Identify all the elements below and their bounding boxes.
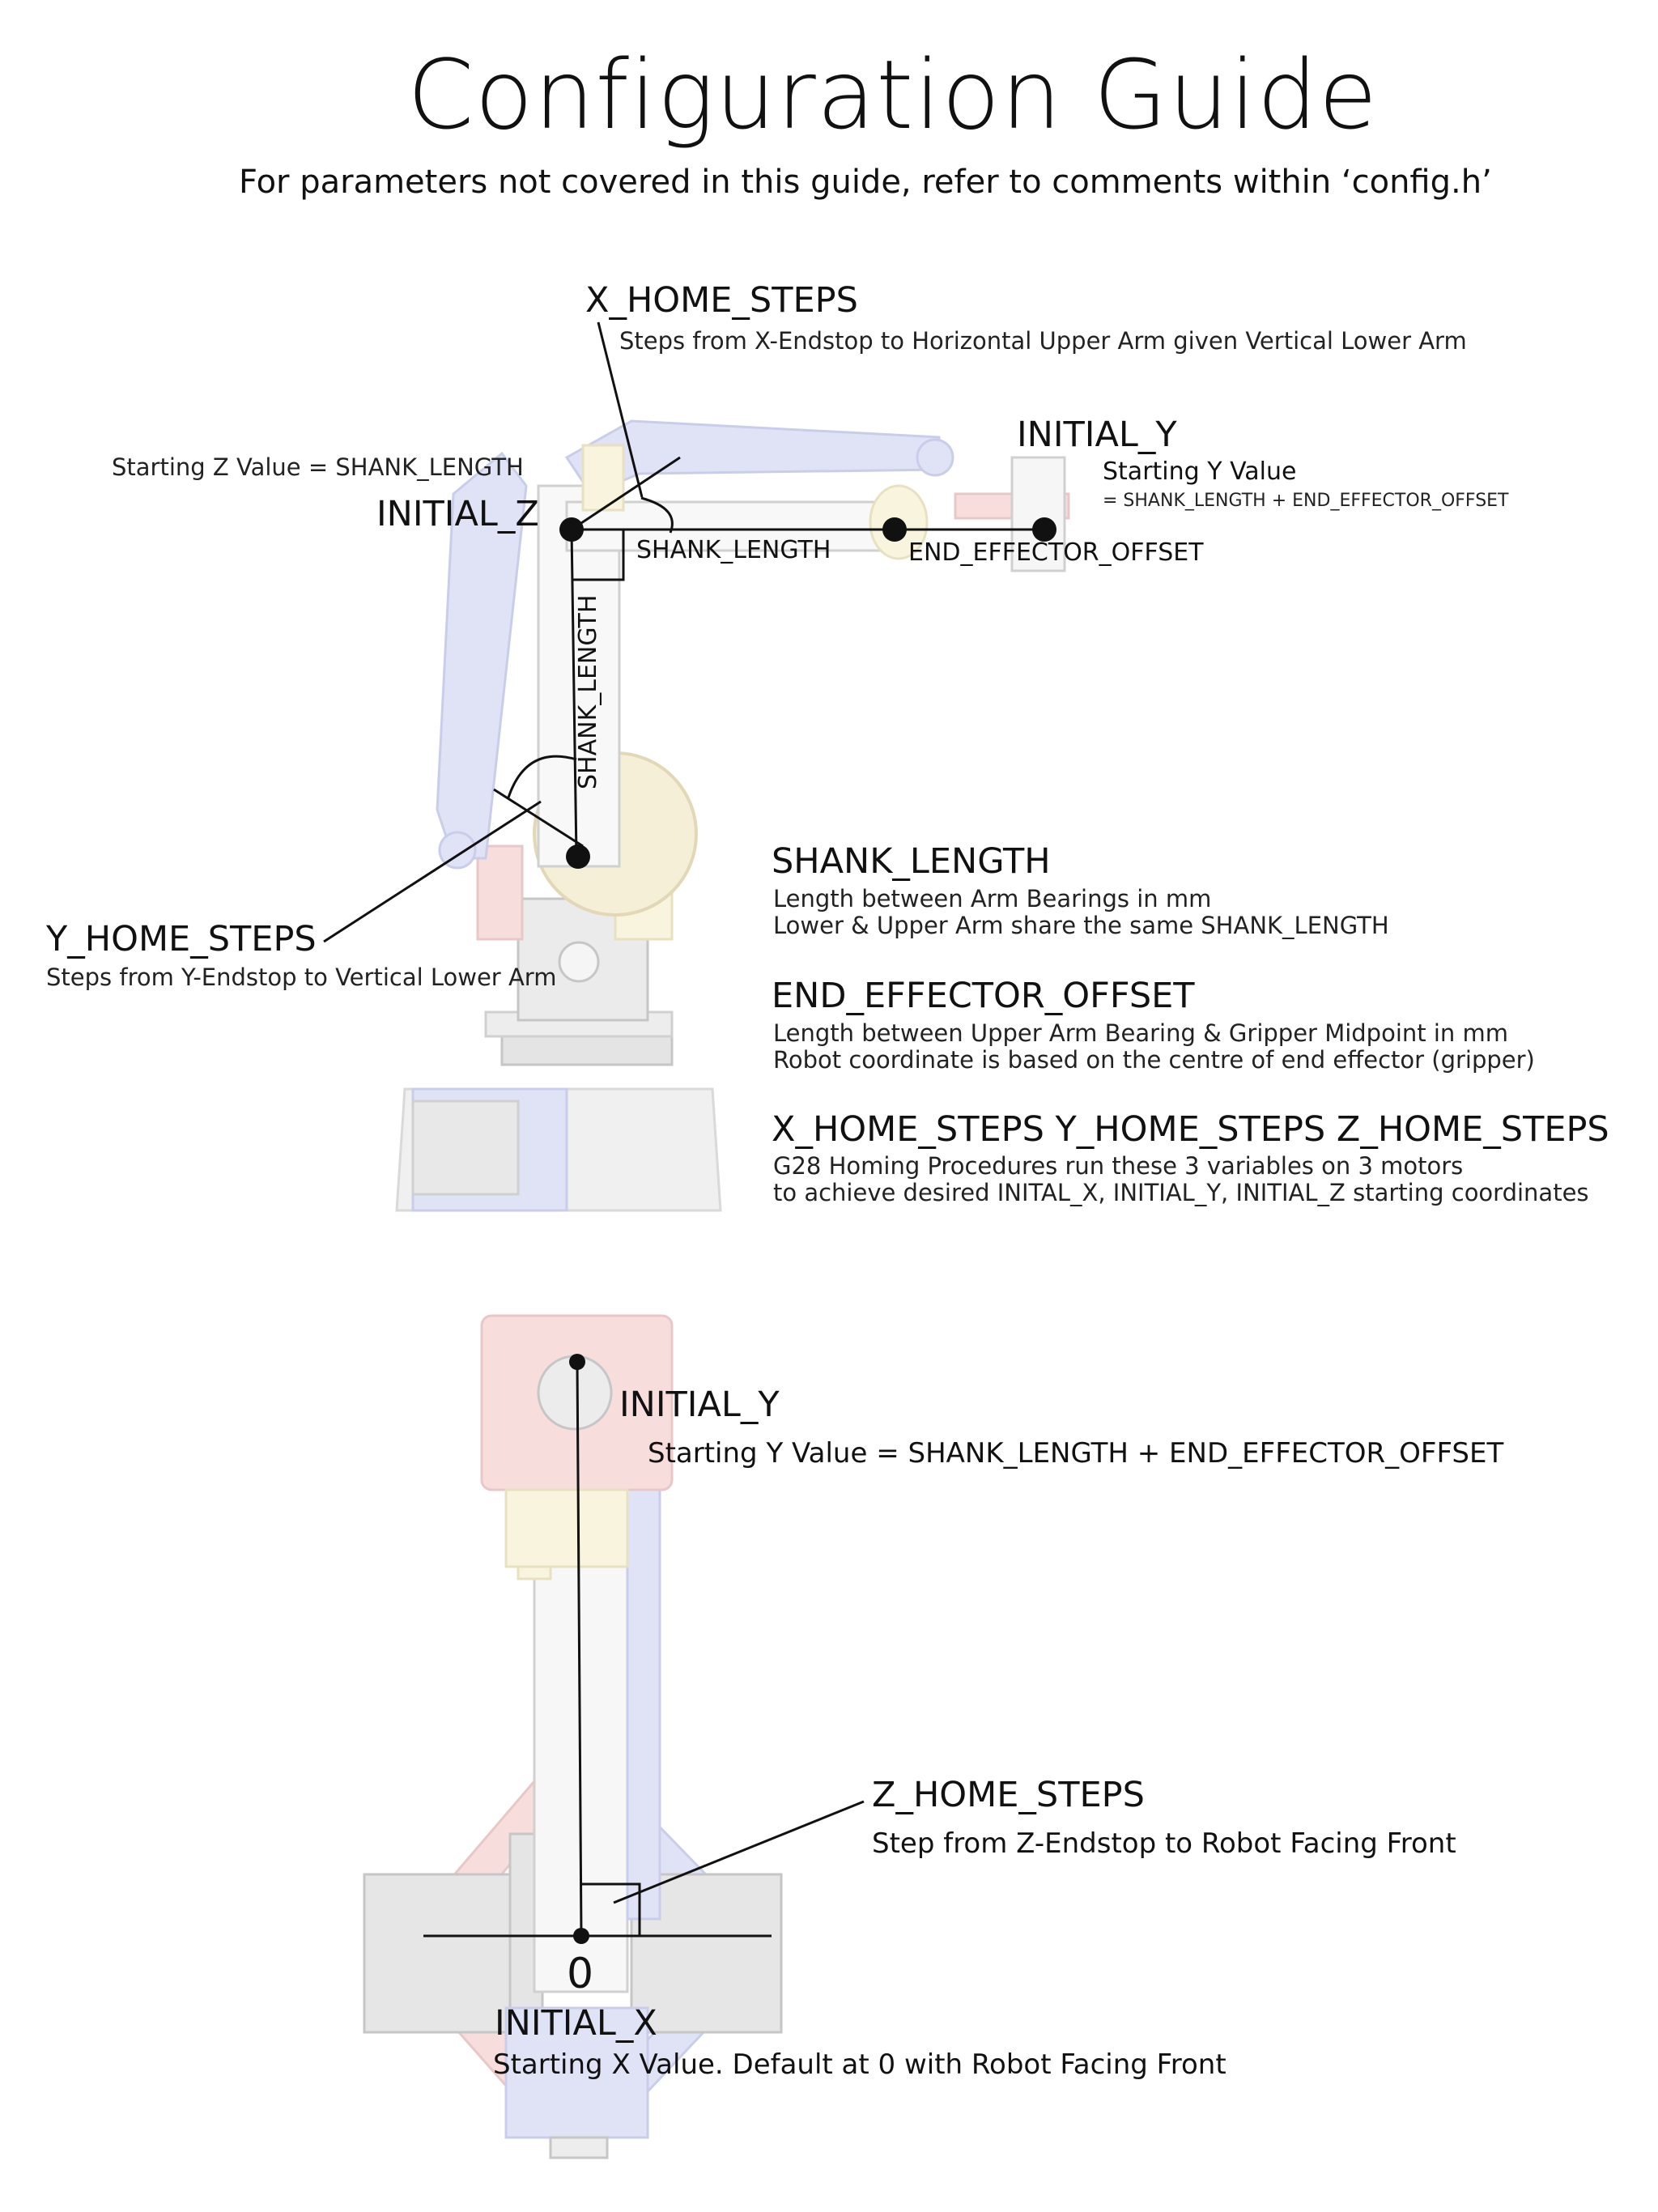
robot-side-view-background [395, 419, 1070, 1212]
definition-offset-line1: Length between Upper Arm Bearing & Gripp… [773, 1019, 1509, 1047]
initial-y-side-desc: Starting Y Value [1103, 457, 1297, 486]
gripper-body [1010, 456, 1066, 572]
base-left-motor [411, 1100, 520, 1196]
blue-base-front [504, 2006, 649, 2139]
side-view-joints [559, 517, 1056, 869]
definition-offset-line2: Robot coordinate is based on the centre … [773, 1046, 1535, 1074]
center-motor-shaft [558, 941, 600, 983]
definition-shank-line1: Length between Arm Bearings in mm [773, 885, 1212, 912]
gripper-yellow-side [504, 1488, 629, 1568]
initial-y-side-label: INITIAL_Y [1017, 415, 1177, 455]
initial-y-top-label: INITIAL_Y [619, 1385, 780, 1425]
turntable-gear [500, 1031, 674, 1066]
top-view-joints [569, 1354, 589, 1944]
starting-z-label: Starting Z Value = SHANK_LENGTH [112, 453, 524, 481]
red-side-block [476, 844, 524, 941]
initial-y-top-point [569, 1354, 585, 1370]
origin-zero-label: 0 [567, 1950, 594, 1998]
blue-column-strip [626, 1431, 661, 1921]
z-home-steps-desc: Step from Z-Endstop to Robot Facing Fron… [872, 1827, 1456, 1860]
x-home-angle-line [571, 456, 681, 531]
x-home-leader [597, 321, 644, 498]
wrist-joint [882, 517, 907, 542]
page-title: Configuration Guide [407, 39, 1379, 151]
lower-arm-line [570, 529, 578, 857]
y-home-steps-desc: Steps from Y-Endstop to Vertical Lower A… [46, 963, 557, 991]
z-home-steps-label: Z_HOME_STEPS [872, 1775, 1145, 1815]
y-axis-line [576, 1361, 583, 1937]
z-home-leader [613, 1800, 865, 1904]
origin-point [573, 1928, 589, 1944]
definition-homing-heading: X_HOME_STEPS Y_HOME_STEPS Z_HOME_STEPS [772, 1109, 1609, 1150]
initial-x-label: INITIAL_X [495, 2003, 657, 2044]
end-effector-point [1032, 517, 1056, 542]
y-home-angle-line [493, 788, 584, 848]
x-home-steps-label: X_HOME_STEPS [585, 280, 858, 321]
initial-z-label: INITIAL_Z [376, 494, 539, 534]
top-view-annotation-lines [423, 1361, 865, 1938]
x-home-steps-desc: Steps from X-Endstop to Horizontal Upper… [619, 327, 1467, 355]
initial-y-top-desc: Starting Y Value = SHANK_LENGTH + END_EF… [648, 1437, 1504, 1470]
base-joint [566, 844, 590, 869]
page-subtitle: For parameters not covered in this guide… [239, 164, 1492, 201]
y-home-leader [323, 800, 542, 943]
end-effector-offset-label: END_EFFECTOR_OFFSET [908, 538, 1204, 567]
left-base-motor [363, 1873, 516, 2034]
y-home-arc [507, 755, 577, 798]
side-view-annotation-lines [323, 321, 1044, 943]
definition-homing-line2: to achieve desired INITAL_X, INITIAL_Y, … [773, 1179, 1589, 1206]
robot-top-view-background [363, 1314, 783, 2159]
definition-offset-heading: END_EFFECTOR_OFFSET [772, 976, 1195, 1016]
right-angle-marker [572, 530, 625, 581]
initial-y-side-desc2: = SHANK_LENGTH + END_EFFECTOR_OFFSET [1103, 491, 1509, 511]
shank-length-vertical-label: SHANK_LENGTH [574, 594, 602, 789]
elbow-gold [581, 444, 625, 512]
initial-x-desc: Starting X Value. Default at 0 with Robo… [493, 2048, 1226, 2081]
initial-z-joint [559, 517, 584, 542]
definition-homing-line1: G28 Homing Procedures run these 3 variab… [773, 1152, 1464, 1180]
shank-length-horizontal-label: SHANK_LENGTH [636, 536, 831, 564]
top-right-angle-marker [581, 1882, 641, 1936]
y-home-steps-label: Y_HOME_STEPS [46, 919, 317, 959]
definition-shank-heading: SHANK_LENGTH [772, 841, 1051, 882]
base-connector [549, 2136, 609, 2159]
definition-shank-line2: Lower & Upper Arm share the same SHANK_L… [773, 912, 1389, 939]
blue-rear-link [436, 451, 528, 860]
